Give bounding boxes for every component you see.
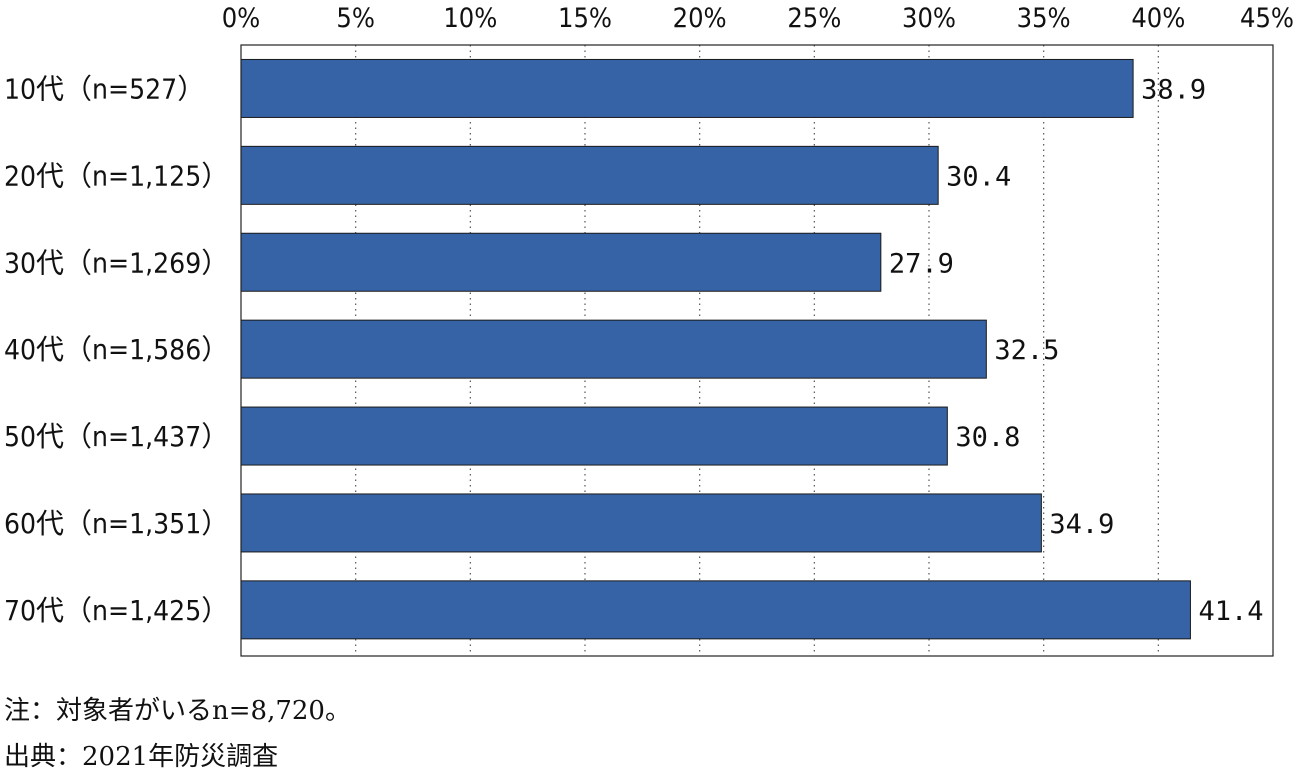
data-label: 38.9 [1141, 74, 1206, 105]
category-label: 30代（n=1,269） [4, 246, 229, 279]
source-text: 出典：2021年防災調査 [4, 742, 279, 772]
bar-chart: 0% 5% 10% 15% 20% 25% 30% 35% 40% 45% 10代（n=527） 2… [4, 3, 1294, 657]
plot-frame [240, 44, 1274, 657]
x-tick-label: 15% [558, 3, 612, 34]
data-label: 27.9 [889, 248, 954, 279]
category-label: 60代（n=1,351） [4, 507, 229, 540]
bars [240, 58, 1191, 640]
category-label: 70代（n=1,425） [4, 594, 229, 627]
category-label: 40代（n=1,586） [4, 333, 229, 366]
bar [240, 232, 882, 292]
data-label: 34.9 [1049, 509, 1114, 540]
x-tick-label: 20% [673, 3, 727, 34]
bar [240, 58, 1134, 118]
bar [240, 493, 1042, 553]
category-label: 50代（n=1,437） [4, 420, 229, 453]
bar [240, 319, 987, 379]
note-text: 注：対象者がいるn=8,720。 [4, 696, 351, 726]
x-tick-label: 0% [222, 3, 261, 34]
bar [240, 145, 939, 205]
x-axis-ticks: 0% 5% 10% 15% 20% 25% 30% 35% 40% 45% [222, 3, 1294, 34]
data-label: 30.8 [955, 422, 1020, 453]
x-tick-label: 25% [787, 3, 841, 34]
data-label: 32.5 [994, 335, 1059, 366]
x-tick-label: 40% [1131, 3, 1185, 34]
x-tick-label: 45% [1240, 3, 1294, 34]
category-labels: 10代（n=527） 20代（n=1,125） 30代（n=1,269） 40代（n=… [4, 72, 229, 626]
x-tick-label: 35% [1017, 3, 1071, 34]
x-tick-label: 10% [443, 3, 497, 34]
category-label: 10代（n=527） [4, 72, 205, 105]
bar [240, 406, 948, 466]
category-label: 20代（n=1,125） [4, 159, 229, 192]
x-tick-label: 30% [902, 3, 956, 34]
bar [240, 580, 1191, 640]
data-label: 30.4 [946, 161, 1011, 192]
data-labels: 38.9 30.4 27.9 32.5 30.8 34.9 41.4 [889, 74, 1264, 626]
data-label: 41.4 [1198, 596, 1263, 627]
x-tick-label: 5% [336, 3, 375, 34]
